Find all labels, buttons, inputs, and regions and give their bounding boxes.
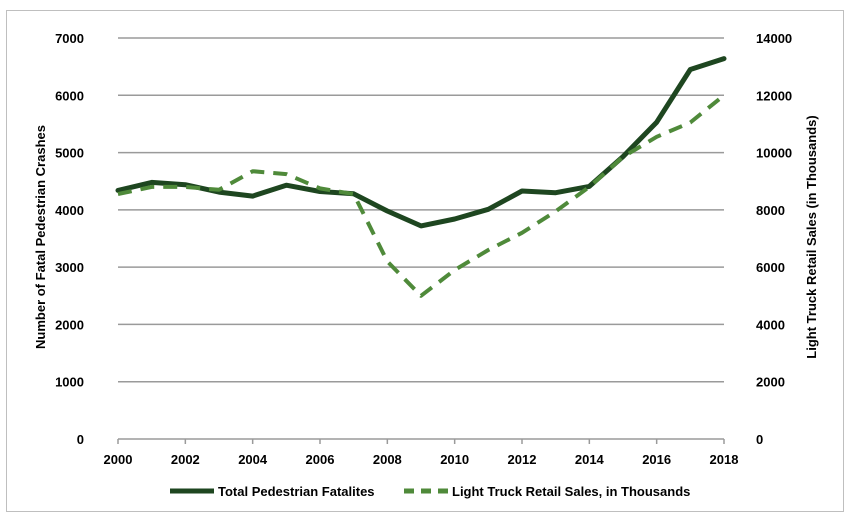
legend: Total Pedestrian Fatalites Light Truck R…: [170, 484, 690, 499]
x-tick-label: 2016: [642, 452, 671, 467]
series-line-light-truck-retail-sales: [117, 93, 726, 298]
x-tick-label: 2014: [575, 452, 605, 467]
y2-tick-label: 10000: [756, 146, 792, 161]
y2-tick-label: 14000: [756, 31, 792, 46]
legend-label-light-truck-retail-sales: Light Truck Retail Sales, in Thousands: [452, 484, 690, 499]
right-axis-title: Light Truck Retail Sales (in Thousands): [804, 115, 819, 358]
y-tick-label: 1000: [55, 375, 84, 390]
right-axis-ticks: 0 2000 4000 6000 8000 10000 12000 14000: [756, 31, 792, 447]
series-line-total-pedestrian-fatalities: [115, 56, 727, 229]
x-axis-ticks: 2000 2002 2004 2006 2008 2010 2012 2014 2016 2018: [104, 439, 739, 467]
y2-tick-label: 0: [756, 432, 763, 447]
y2-tick-label: 8000: [756, 203, 785, 218]
left-axis-title: Number of Fatal Pedestrian Crashes: [33, 125, 48, 349]
y2-tick-label: 2000: [756, 375, 785, 390]
chart-frame: [6, 10, 844, 512]
x-tick-label: 2010: [440, 452, 469, 467]
y-tick-label: 5000: [55, 146, 84, 161]
x-tick-label: 2004: [238, 452, 268, 467]
left-axis-ticks: 0 1000 2000 3000 4000 5000 6000 7000: [55, 31, 84, 447]
y-tick-label: 3000: [55, 260, 84, 275]
y-tick-label: 0: [77, 432, 84, 447]
legend-label-total-pedestrian-fatalities: Total Pedestrian Fatalites: [218, 484, 375, 499]
y2-tick-label: 6000: [756, 260, 785, 275]
x-tick-label: 2008: [373, 452, 402, 467]
series-group: [115, 56, 727, 298]
y-tick-label: 6000: [55, 88, 84, 103]
y2-tick-label: 12000: [756, 88, 792, 103]
x-tick-label: 2002: [171, 452, 200, 467]
y-tick-label: 7000: [55, 31, 84, 46]
x-tick-label: 2018: [710, 452, 739, 467]
y-tick-label: 2000: [55, 317, 84, 332]
x-tick-label: 2006: [306, 452, 335, 467]
x-tick-label: 2012: [508, 452, 537, 467]
gridlines: [118, 37, 724, 383]
y2-tick-label: 4000: [756, 317, 785, 332]
y-tick-label: 4000: [55, 203, 84, 218]
x-tick-label: 2000: [104, 452, 133, 467]
